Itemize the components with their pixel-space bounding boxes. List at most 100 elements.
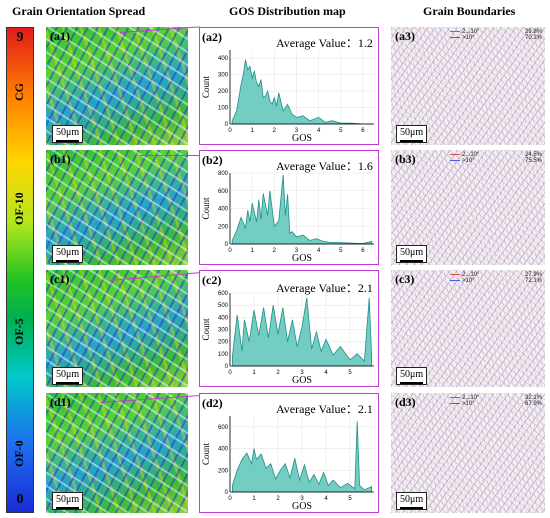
y-tick-label: 0 (225, 242, 229, 248)
x-axis-label: GOS (292, 133, 312, 144)
panel-tag-c2: (c2) (202, 273, 222, 287)
panel-tag-b1: (b1) (50, 152, 71, 166)
panel-tag-d1: (d1) (50, 395, 71, 409)
panel-tag-b3: (b3) (395, 152, 416, 166)
col-title-gos: GOS Distribution map (229, 4, 346, 18)
panel-tag-c3: (c3) (395, 272, 415, 286)
avg-value-b2: Average Value：1.6 (276, 159, 373, 173)
x-tick-label: 1 (252, 496, 256, 502)
x-tick-label: 3 (300, 496, 304, 502)
x-tick-label: 6 (361, 128, 365, 134)
y-axis-label: Count (201, 443, 211, 466)
y-tick-label: 800 (218, 171, 229, 177)
gos-chart-svg-d2: 0 1 2 3 4 5 0 200 400 600 GOS Count (201, 416, 374, 512)
gos-chart-a2: 0 1 2 3 4 5 6 0 100 200 300 400 GOS Count (a2) Averag… (199, 27, 379, 145)
gos-chart-c2: 0 1 2 3 4 5 0 100 200 300 400 500 600 GOS Count (c2) A… (199, 270, 379, 387)
gos-distribution-area (232, 421, 372, 493)
y-axis-label: Count (201, 197, 211, 220)
scale-bar-a1: 50μm (52, 125, 84, 143)
x-tick-label: 5 (348, 370, 352, 376)
y-tick-label: 400 (218, 447, 229, 453)
x-tick-label: 5 (339, 128, 343, 134)
panel-tag-d3: (d3) (395, 395, 416, 409)
avg-value-a2: Average Value：1.2 (276, 36, 373, 50)
x-tick-label: 1 (250, 248, 254, 254)
y-tick-label: 200 (218, 224, 229, 230)
y-tick-label: 600 (218, 189, 229, 195)
scale-bar-d3: 50μm (396, 492, 428, 510)
col-title-orientation: Grain Orientation Spread (12, 4, 146, 18)
gos-distribution-area (231, 174, 373, 245)
y-tick-label: 100 (218, 352, 229, 358)
x-tick-label: 3 (295, 248, 299, 254)
panel-tag-c1: (c1) (50, 272, 70, 286)
x-axis-label: GOS (292, 253, 312, 264)
y-tick-label: 100 (218, 106, 229, 112)
panel-tag-d2: (d2) (202, 396, 223, 410)
avg-value-d2: Average Value：2.1 (276, 402, 373, 416)
x-tick-label: 0 (228, 370, 232, 376)
scale-bar-b1: 50μm (52, 245, 84, 263)
y-tick-label: 600 (218, 291, 229, 297)
x-tick-label: 5 (339, 248, 343, 254)
x-tick-label: 2 (273, 248, 277, 254)
gb-legend-d3: 2...10° 32.1% >10° 67.9% (450, 395, 542, 407)
x-axis-label: GOS (292, 501, 312, 512)
y-tick-label: 200 (218, 89, 229, 95)
x-tick-label: 3 (295, 128, 299, 134)
panel-tag-a1: (a1) (50, 29, 70, 43)
colorbar-max-label: 9 (16, 30, 24, 45)
scale-bar-b3: 50μm (396, 245, 428, 263)
row-label-of10: OF-10 (12, 192, 26, 225)
gb-legend-b3: 2...10° 24.5% >10° 75.5% (450, 152, 542, 164)
colorbar-min-label: 0 (16, 492, 24, 507)
y-tick-label: 200 (218, 468, 229, 474)
col-title-boundaries: Grain Boundaries (423, 4, 516, 18)
gos-distribution-area (232, 297, 372, 367)
x-tick-label: 0 (228, 496, 232, 502)
scale-bar-a3: 50μm (396, 125, 428, 143)
row-label-of5: OF-5 (12, 318, 26, 345)
avg-value-c2: Average Value：2.1 (276, 281, 373, 295)
x-tick-label: 4 (317, 248, 321, 254)
y-tick-label: 0 (225, 122, 229, 128)
y-tick-label: 200 (218, 340, 229, 346)
gos-distribution-area (231, 59, 374, 125)
scale-bar-d1: 50μm (52, 492, 84, 510)
x-tick-label: 4 (324, 496, 328, 502)
gos-chart-b2: 0 1 2 3 4 5 6 0 200 400 600 800 GOS Count (b2) Averag… (199, 150, 379, 265)
x-tick-label: 6 (361, 248, 365, 254)
y-tick-label: 400 (218, 315, 229, 321)
y-axis-label: Count (201, 318, 211, 341)
scale-bar-c3: 50μm (396, 367, 428, 385)
gos-chart-svg-b2: 0 1 2 3 4 5 6 0 200 400 600 800 GOS Count (201, 171, 374, 264)
zoom-line-b (140, 155, 200, 156)
x-tick-label: 5 (348, 496, 352, 502)
row-label-of0: OF-0 (12, 440, 26, 467)
x-tick-label: 2 (276, 370, 280, 376)
x-axis-label: GOS (292, 375, 312, 386)
gos-chart-d2: 0 1 2 3 4 5 0 200 400 600 GOS Count (d2) Average Va… (199, 393, 379, 513)
gb-legend-c3: 2...10° 27.9% >10° 72.1% (450, 272, 542, 284)
x-tick-label: 1 (250, 128, 254, 134)
panel-tag-b2: (b2) (202, 153, 223, 167)
y-tick-label: 400 (218, 207, 229, 213)
y-axis-label: Count (201, 76, 211, 99)
y-tick-label: 0 (225, 364, 229, 370)
y-tick-label: 600 (218, 425, 229, 431)
x-tick-label: 3 (300, 370, 304, 376)
panel-tag-a2: (a2) (202, 30, 222, 44)
y-tick-label: 300 (218, 328, 229, 334)
x-tick-label: 2 (276, 496, 280, 502)
gb-legend-a3: 2...10° 29.8% >10° 70.2% (450, 29, 542, 41)
x-tick-label: 4 (317, 128, 321, 134)
y-tick-label: 500 (218, 303, 229, 309)
gos-chart-svg-a2: 0 1 2 3 4 5 6 0 100 200 300 400 GOS Count (201, 50, 374, 144)
gos-colorbar (6, 27, 34, 513)
row-label-cg: CG (12, 83, 26, 101)
x-tick-label: 2 (273, 128, 277, 134)
x-tick-label: 1 (252, 370, 256, 376)
y-tick-label: 400 (218, 56, 229, 62)
gos-chart-svg-c2: 0 1 2 3 4 5 0 100 200 300 400 500 600 GOS Count (201, 291, 374, 386)
x-tick-label: 4 (324, 370, 328, 376)
